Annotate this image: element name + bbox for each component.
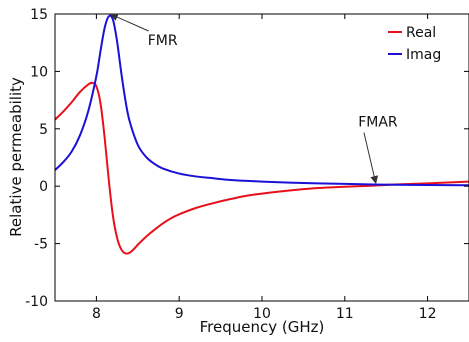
x-tick-label: 8 (92, 306, 101, 322)
x-tick-label: 10 (253, 306, 271, 322)
y-tick-label: -10 (25, 294, 48, 310)
x-tick-label: 9 (175, 306, 184, 322)
y-tick-label: -5 (34, 237, 48, 253)
annotation-fmr-arrow (109, 13, 149, 32)
y-tick-label: 0 (39, 179, 48, 195)
legend-label-imag: Imag (406, 47, 441, 63)
legend-label-real: Real (406, 25, 436, 41)
annotation-fmar-arrow (363, 132, 379, 185)
annotation-fmar-label: FMAR (358, 115, 398, 131)
y-tick-label: 15 (30, 7, 48, 23)
x-tick-label: 12 (419, 306, 437, 322)
axes-layer: 8 9 10 11 12 -10 -5 0 5 10 15 (25, 7, 469, 322)
y-axis-label: Relative permeability (7, 77, 25, 237)
annotation-layer: FMR FMAR (109, 13, 398, 185)
y-tick-label: 10 (30, 64, 48, 80)
legend: Real Imag (388, 25, 441, 63)
series-line-imag (54, 14, 469, 187)
x-axis-label: Frequency (GHz) (200, 318, 325, 336)
x-tick-label: 11 (336, 306, 354, 322)
y-tick-label: 5 (39, 122, 48, 138)
annotation-fmr-label: FMR (148, 33, 178, 49)
series-layer (54, 14, 469, 255)
